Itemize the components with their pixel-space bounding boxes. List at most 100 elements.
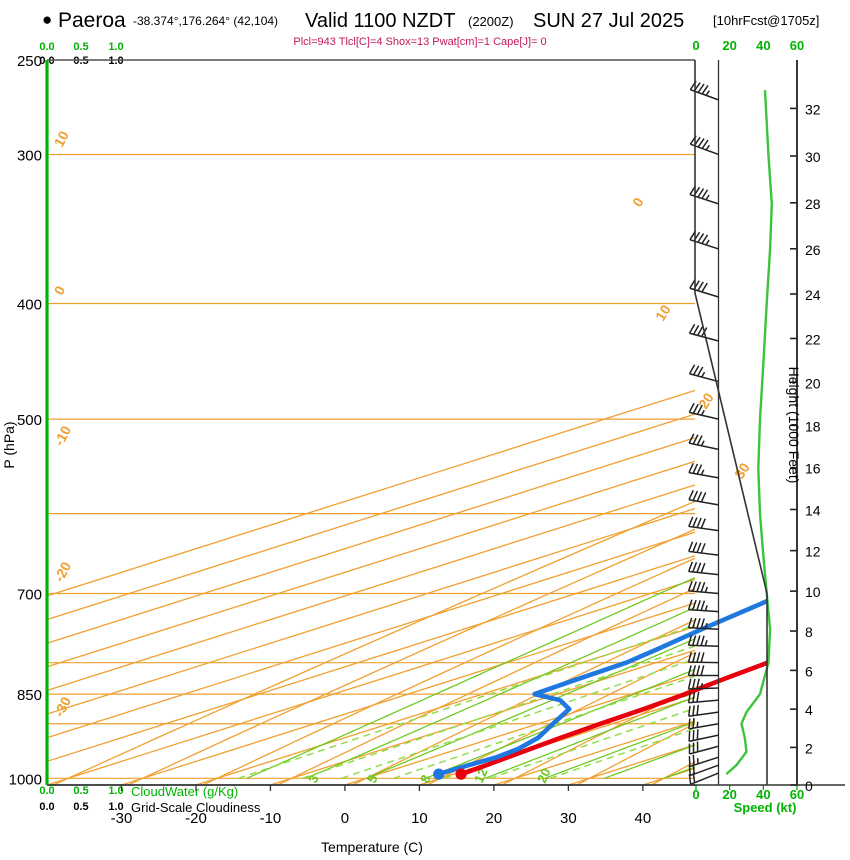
isotherm-line (47, 389, 695, 597)
pressure-tick-label: 700 (17, 586, 42, 603)
pressure-tick-label: 1000 (9, 771, 42, 788)
height-tick-label: 32 (805, 101, 821, 117)
wind-barb (687, 580, 719, 595)
cloudwater-tick-top-0: 0.0 (39, 41, 54, 53)
wind-barb (687, 665, 719, 677)
cloudiness-tick-bot-2: 1.0 (108, 801, 123, 813)
station-name: Paeroa (58, 9, 126, 32)
dry-adiabat-line (352, 619, 695, 785)
mixing-ratio-label: 20 (534, 766, 554, 785)
wind-barb (688, 741, 719, 755)
wind-barb (688, 462, 719, 479)
height-tick-label: 0 (805, 778, 813, 794)
wind-barb (687, 652, 719, 664)
plot-diagonal-border (694, 292, 768, 594)
wind-barb (688, 754, 719, 768)
cloudiness-tick-bot-1: 0.5 (73, 801, 88, 813)
mixing-ratio-line (301, 645, 695, 780)
saturated-adiabat-line (484, 696, 695, 779)
temperature-tick-label: 0 (341, 810, 349, 827)
cloudwater-tick-bot-2: 1.0 (108, 785, 123, 797)
speed-tick-label-bottom: 20 (722, 787, 736, 802)
height-tick-label: 28 (805, 196, 821, 212)
skewt-grid-layer (47, 60, 695, 785)
height-tick-label: 2 (805, 740, 813, 756)
mixing-ratio-line (393, 675, 695, 780)
temperature-marker (455, 768, 467, 780)
mixing-ratio-line (549, 727, 695, 780)
mixing-ratio-line (341, 658, 695, 780)
saturated-adiabat-line (365, 638, 695, 779)
temperature-tick-label: 20 (486, 810, 503, 827)
isotherm-line (270, 649, 695, 785)
wind-speed-profile-line (725, 90, 774, 776)
wind-barb (687, 617, 719, 630)
cloudwater-legend-label: CloudWater (g/Kg) (131, 784, 238, 799)
isotherm-line (195, 626, 695, 785)
cloudiness-tick-top-2: 1.0 (108, 55, 123, 67)
isotherm-line (47, 507, 695, 715)
wind-barb-layer (687, 60, 774, 786)
dry-adiabat-line (501, 686, 695, 785)
height-tick-label: 4 (805, 702, 813, 718)
wind-barb (688, 541, 719, 556)
mixing-ratio-line (238, 624, 695, 780)
height-tick-label: 14 (805, 502, 821, 518)
height-axis-title: Height (1000 Feet) (786, 367, 802, 484)
height-tick-label: 26 (805, 242, 821, 258)
isotherm-line (47, 484, 695, 692)
saturated-adiabat-line (306, 606, 695, 779)
temperature-tick-label: 40 (635, 810, 652, 827)
speed-tick-label-top: 20 (722, 38, 736, 53)
wind-barb (687, 635, 719, 647)
station-coords: -38.374°,176.264° (42,104) (133, 14, 278, 28)
dewpoint-marker (433, 768, 445, 780)
isotherm-line (47, 578, 695, 785)
dry-adiabat-line (127, 528, 695, 785)
dry-adiabat-line (202, 557, 695, 785)
wind-barb (688, 729, 719, 743)
wind-barb (687, 599, 719, 613)
temperature-tick-label: 10 (411, 810, 428, 827)
isotherm-line (47, 460, 695, 668)
temperature-axis-title: Temperature (C) (321, 839, 423, 855)
speed-tick-label-bottom: 40 (756, 787, 770, 802)
cloudiness-legend-label: Grid-Scale Cloudiness (131, 800, 261, 815)
height-tick-label: 10 (805, 584, 821, 600)
cloudwater-tick-bot-0: 0.0 (39, 785, 54, 797)
isotherm-label: 10 (652, 302, 674, 324)
wind-barb (688, 433, 719, 451)
pressure-tick-label: 400 (17, 297, 42, 314)
height-tick-label: 30 (805, 149, 821, 165)
saturated-adiabat-line (246, 576, 695, 779)
speed-tick-label-top: 0 (692, 38, 699, 53)
height-tick-label: 16 (805, 461, 821, 477)
wind-barb (688, 772, 719, 786)
wind-barb (688, 704, 719, 717)
isotherm-line (47, 531, 695, 739)
isotherm-line (47, 413, 695, 621)
isotherm-label: 20 (695, 390, 717, 412)
sounding-profile-layer (433, 87, 767, 780)
cloudiness-tick-bot-0: 0.0 (39, 801, 54, 813)
height-tick-label: 6 (805, 663, 813, 679)
wind-barb (687, 691, 719, 704)
dry-adiabat-label: 10 (51, 128, 73, 149)
pressure-axis-title: P (hPa) (1, 421, 17, 468)
mixing-ratio-line (489, 707, 695, 780)
saturated-adiabat-line (425, 668, 695, 779)
height-tick-label: 8 (805, 624, 813, 640)
temperature-tick-label: 30 (560, 810, 577, 827)
dry-adiabat-line (426, 652, 695, 785)
temperature-tick-label: -20 (185, 810, 207, 827)
temperature-tick-label: -30 (111, 810, 133, 827)
valid-time-utc: (2200Z) (468, 14, 514, 29)
height-tick-label: 18 (805, 418, 821, 434)
station-bullet-icon: ● (42, 10, 52, 29)
wind-barb (687, 561, 719, 576)
wind-barb (688, 364, 719, 383)
bottom-scale-group: 0.0 0.5 1.0 CloudWater (g/Kg) 0.0 0.5 1.… (39, 784, 260, 815)
